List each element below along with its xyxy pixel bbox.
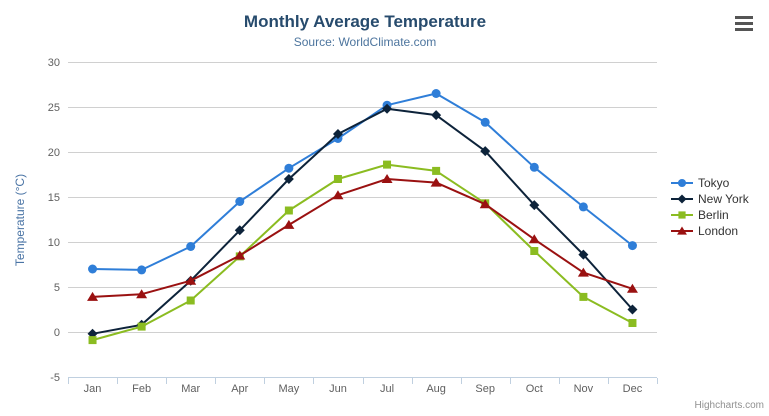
data-point-marker[interactable] [283, 174, 294, 184]
data-point-marker[interactable] [626, 283, 638, 293]
series-new-york[interactable] [87, 103, 638, 339]
data-point-marker[interactable] [185, 275, 197, 285]
data-point-marker[interactable] [137, 322, 146, 331]
series-line-berlin[interactable] [91, 163, 634, 342]
x-axis-category-label: May [278, 383, 299, 395]
data-point-marker[interactable] [530, 247, 539, 255]
chart-legend: Tokyo New York Berlin London [671, 175, 749, 238]
hamburger-bar [735, 28, 753, 31]
y-axis-tick-label: -5 [50, 372, 60, 384]
data-point-marker[interactable] [332, 190, 344, 200]
data-point-marker[interactable] [332, 129, 343, 139]
x-axis-category-label: Aug [426, 383, 446, 395]
y-axis-labels: -5 0 5 10 15 20 25 30 [48, 57, 60, 384]
x-axis-category-label: Feb [132, 383, 151, 395]
data-point-marker[interactable] [186, 296, 195, 305]
y-axis-tick-label: 5 [54, 282, 60, 294]
x-axis-category-label: Sep [475, 383, 495, 395]
x-axis [68, 377, 658, 384]
y-axis-tick-label: 20 [48, 147, 60, 159]
data-point-marker[interactable] [283, 219, 295, 229]
data-point-marker[interactable] [480, 117, 490, 127]
legend-item-berlin[interactable]: Berlin [671, 207, 749, 222]
legend-marker-triangle-icon [671, 226, 693, 235]
y-axis-title: Temperature (°C) [13, 174, 27, 266]
data-point-marker[interactable] [333, 175, 342, 183]
data-point-marker[interactable] [529, 200, 540, 211]
data-point-marker[interactable] [528, 234, 540, 244]
data-point-marker[interactable] [136, 289, 148, 299]
export-menu-icon[interactable] [735, 16, 753, 31]
data-point-marker[interactable] [677, 226, 687, 235]
series-line-london[interactable] [91, 178, 634, 298]
data-point-marker[interactable] [431, 89, 441, 98]
highcharts-credits-link[interactable]: Highcharts.com [694, 400, 764, 411]
x-axis-category-label: Nov [574, 383, 594, 395]
data-point-marker[interactable] [431, 110, 442, 121]
data-point-marker[interactable] [627, 241, 637, 251]
data-point-marker[interactable] [479, 199, 491, 209]
data-point-marker[interactable] [381, 174, 393, 183]
data-point-marker[interactable] [88, 336, 97, 345]
legend-label: Tokyo [698, 175, 730, 190]
data-point-marker[interactable] [579, 292, 588, 301]
data-point-marker[interactable] [382, 103, 393, 114]
legend-label: London [698, 223, 739, 238]
data-point-marker[interactable] [577, 267, 589, 277]
data-point-marker[interactable] [578, 202, 588, 212]
legend-item-london[interactable]: London [671, 223, 749, 238]
data-point-marker[interactable] [677, 178, 687, 187]
series-tokyo[interactable] [88, 89, 637, 275]
data-point-marker[interactable] [284, 163, 294, 173]
data-point-marker[interactable] [578, 249, 589, 260]
chart-subtitle: Source: WorldClimate.com [293, 35, 437, 49]
data-point-marker[interactable] [677, 194, 687, 203]
hamburger-bar [735, 22, 753, 25]
data-point-marker[interactable] [678, 210, 686, 219]
legend-marker-square-icon [671, 210, 693, 219]
data-point-marker[interactable] [383, 160, 392, 169]
y-axis-tick-label: 0 [54, 327, 60, 339]
data-point-marker[interactable] [480, 146, 491, 157]
y-axis-tick-label: 10 [48, 237, 60, 249]
legend-label: Berlin [698, 207, 729, 222]
legend-marker-diamond-icon [671, 194, 693, 203]
gridlines [68, 62, 657, 378]
chart-title: Monthly Average Temperature [243, 12, 487, 31]
legend-item-tokyo[interactable]: Tokyo [671, 175, 749, 190]
x-axis-category-label: Jul [380, 383, 394, 395]
series-line-tokyo[interactable] [91, 92, 634, 271]
data-point-marker[interactable] [432, 166, 441, 175]
x-axis-category-label: Jun [329, 383, 347, 395]
legend-item-new-york[interactable]: New York [671, 191, 749, 206]
data-point-marker[interactable] [430, 177, 442, 187]
x-axis-category-label: Jan [84, 383, 102, 395]
series-line-new-york[interactable] [91, 107, 634, 335]
data-point-marker[interactable] [186, 242, 196, 251]
data-point-marker[interactable] [87, 291, 99, 301]
series-london[interactable] [87, 174, 638, 301]
legend-marker-circle-icon [671, 178, 693, 187]
x-axis-category-label: Mar [181, 383, 200, 395]
x-axis-category-label: Apr [231, 383, 248, 395]
y-axis-tick-label: 30 [48, 57, 60, 69]
y-axis-tick-label: 25 [48, 102, 60, 114]
hamburger-bar [735, 16, 753, 19]
data-point-marker[interactable] [137, 265, 147, 275]
data-point-marker[interactable] [234, 250, 246, 260]
data-point-marker[interactable] [284, 206, 293, 215]
x-axis-category-label: Dec [623, 383, 643, 395]
data-point-marker[interactable] [627, 304, 638, 315]
y-axis-tick-label: 15 [48, 192, 60, 204]
x-axis-labels: Jan Feb Mar Apr May Jun Jul Aug Sep Oct Nov Dec [84, 383, 643, 395]
data-point-marker[interactable] [628, 319, 637, 327]
data-point-marker[interactable] [234, 225, 245, 236]
data-point-marker[interactable] [529, 162, 539, 172]
legend-label: New York [698, 191, 749, 206]
data-point-marker[interactable] [235, 197, 245, 206]
x-axis-category-label: Oct [526, 383, 543, 395]
data-point-marker[interactable] [88, 264, 98, 274]
